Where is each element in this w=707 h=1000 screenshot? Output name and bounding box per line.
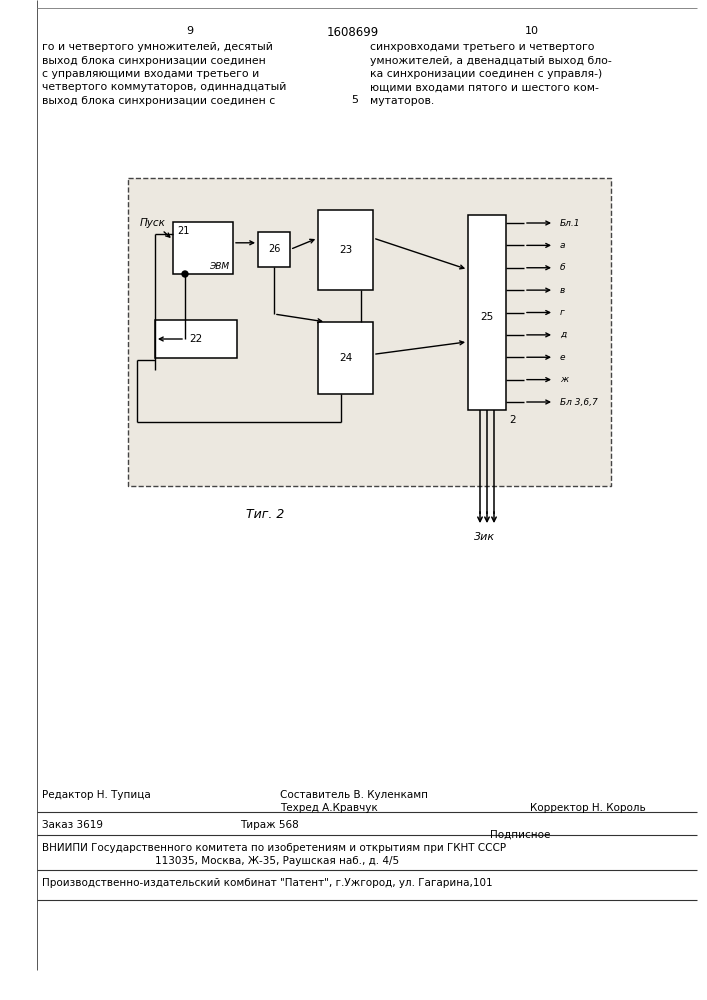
Text: Пуск: Пуск — [140, 218, 166, 228]
Text: 22: 22 — [189, 334, 203, 344]
Bar — [318, 322, 373, 394]
Text: 26: 26 — [268, 244, 280, 254]
Text: ющими входами пятого и шестого ком-: ющими входами пятого и шестого ком- — [370, 83, 599, 93]
Text: выход блока синхронизации соединен: выход блока синхронизации соединен — [42, 55, 266, 66]
Text: умножителей, а двенадцатый выход бло-: умножителей, а двенадцатый выход бло- — [370, 55, 612, 66]
Text: е: е — [560, 353, 566, 362]
Text: 10: 10 — [525, 26, 539, 36]
Text: в: в — [560, 286, 566, 295]
Circle shape — [182, 271, 188, 277]
Text: д: д — [560, 330, 566, 339]
Bar — [468, 215, 506, 410]
Text: Τиг. 2: Τиг. 2 — [246, 508, 284, 521]
Bar — [173, 222, 233, 274]
Text: синхровходами третьего и четвертого: синхровходами третьего и четвертого — [370, 42, 595, 52]
Bar — [258, 232, 290, 267]
Text: 2: 2 — [509, 415, 515, 425]
Text: го и четвертого умножителей, десятый: го и четвертого умножителей, десятый — [42, 42, 273, 52]
Text: с управляющими входами третьего и: с управляющими входами третьего и — [42, 69, 259, 79]
Text: 25: 25 — [480, 312, 493, 322]
Text: б: б — [560, 263, 566, 272]
Text: Техред А.Кравчук: Техред А.Кравчук — [280, 803, 378, 813]
Text: 1608699: 1608699 — [327, 26, 379, 39]
Text: Заказ 3619: Заказ 3619 — [42, 820, 103, 830]
Text: ЭВМ: ЭВМ — [209, 262, 229, 271]
Text: Производственно-издательский комбинат "Патент", г.Ужгород, ул. Гагарина,101: Производственно-издательский комбинат "П… — [42, 878, 493, 888]
Text: г: г — [560, 308, 565, 317]
Text: мутаторов.: мутаторов. — [370, 96, 434, 106]
Text: 21: 21 — [177, 226, 189, 236]
Text: 3ик: 3ик — [474, 532, 496, 542]
Bar — [318, 210, 373, 290]
Text: 5: 5 — [351, 95, 358, 105]
Text: четвертого коммутаторов, одиннадцатый: четвертого коммутаторов, одиннадцатый — [42, 83, 286, 93]
Text: ка синхронизации соединен с управля-): ка синхронизации соединен с управля-) — [370, 69, 602, 79]
Text: Бл.1: Бл.1 — [560, 219, 580, 228]
Bar — [128, 178, 611, 486]
Text: Редактор Н. Тупица: Редактор Н. Тупица — [42, 790, 151, 800]
Text: ВНИИПИ Государственного комитета по изобретениям и открытиям при ГКНТ СССР: ВНИИПИ Государственного комитета по изоб… — [42, 843, 506, 853]
Text: а: а — [560, 241, 566, 250]
Text: выход блока синхронизации соединен с: выход блока синхронизации соединен с — [42, 96, 275, 106]
Text: Тираж 568: Тираж 568 — [240, 820, 299, 830]
Text: ж: ж — [560, 375, 568, 384]
Text: 113035, Москва, Ж-35, Раушская наб., д. 4/5: 113035, Москва, Ж-35, Раушская наб., д. … — [155, 856, 399, 866]
Text: Корректор Н. Король: Корректор Н. Король — [530, 803, 645, 813]
Text: 24: 24 — [339, 353, 352, 363]
Text: 23: 23 — [339, 245, 352, 255]
Text: Подписное: Подписное — [490, 830, 550, 840]
Text: Бл 3,6,7: Бл 3,6,7 — [560, 397, 597, 406]
Text: Составитель В. Куленкамп: Составитель В. Куленкамп — [280, 790, 428, 800]
Text: 9: 9 — [187, 26, 194, 36]
Bar — [155, 320, 237, 358]
